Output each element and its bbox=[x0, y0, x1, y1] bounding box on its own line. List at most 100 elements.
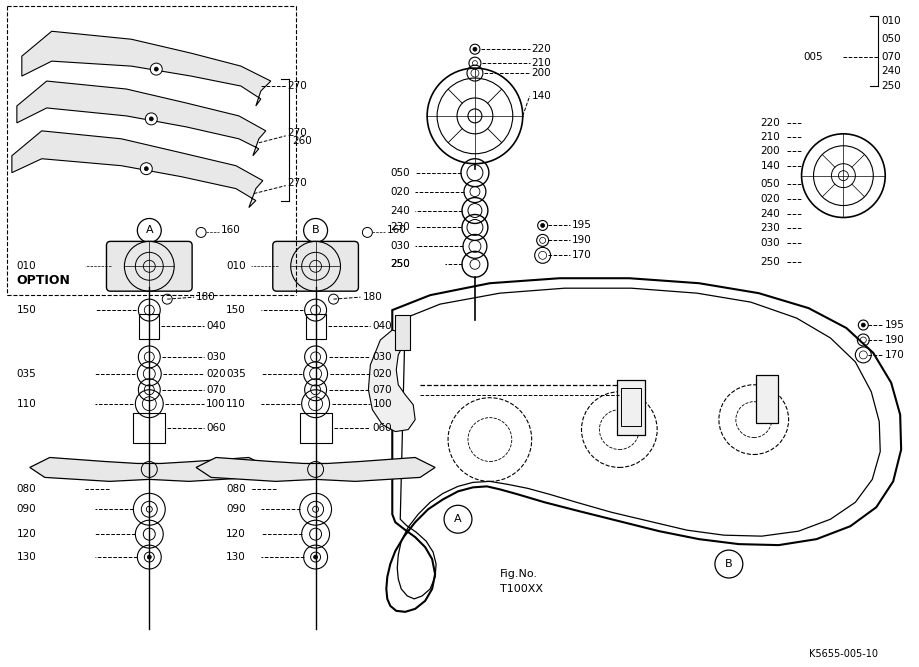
Text: A: A bbox=[454, 514, 462, 524]
Text: 170: 170 bbox=[885, 350, 905, 360]
Text: 120: 120 bbox=[17, 529, 37, 539]
Text: 020: 020 bbox=[372, 369, 392, 379]
Text: 210: 210 bbox=[532, 58, 551, 68]
Text: 110: 110 bbox=[17, 399, 37, 409]
Text: 070: 070 bbox=[372, 385, 392, 395]
Circle shape bbox=[145, 113, 157, 125]
Text: 030: 030 bbox=[206, 352, 226, 362]
Polygon shape bbox=[17, 81, 266, 155]
Text: 005: 005 bbox=[804, 52, 823, 62]
Circle shape bbox=[154, 67, 158, 71]
Text: 050: 050 bbox=[391, 167, 410, 177]
Circle shape bbox=[149, 117, 153, 121]
Bar bbox=[300, 413, 332, 442]
Text: 220: 220 bbox=[532, 44, 551, 54]
Circle shape bbox=[473, 47, 477, 51]
Text: 020: 020 bbox=[206, 369, 226, 379]
Text: 035: 035 bbox=[226, 369, 245, 379]
Text: 230: 230 bbox=[391, 222, 410, 232]
Text: 020: 020 bbox=[761, 193, 780, 203]
Text: 070: 070 bbox=[206, 385, 226, 395]
Text: 040: 040 bbox=[206, 321, 226, 331]
Text: 035: 035 bbox=[17, 369, 37, 379]
Text: 270: 270 bbox=[288, 177, 308, 187]
Text: 150: 150 bbox=[226, 305, 245, 315]
Circle shape bbox=[144, 167, 148, 171]
Bar bbox=[621, 388, 641, 426]
Text: 270: 270 bbox=[288, 128, 308, 138]
Bar bbox=[755, 375, 777, 423]
Circle shape bbox=[540, 223, 545, 227]
Text: 250: 250 bbox=[391, 259, 410, 269]
Text: 140: 140 bbox=[761, 161, 780, 171]
Text: 040: 040 bbox=[372, 321, 392, 331]
Text: 260: 260 bbox=[292, 136, 312, 146]
Text: OPTION: OPTION bbox=[17, 273, 71, 287]
Text: 130: 130 bbox=[17, 552, 37, 562]
Text: 150: 150 bbox=[17, 305, 37, 315]
Polygon shape bbox=[196, 458, 435, 482]
Text: 240: 240 bbox=[761, 209, 780, 219]
Text: 210: 210 bbox=[761, 132, 780, 142]
Text: 250: 250 bbox=[881, 81, 901, 91]
Text: 160: 160 bbox=[387, 225, 407, 235]
Text: 080: 080 bbox=[226, 484, 245, 494]
Bar bbox=[306, 314, 325, 339]
Text: 110: 110 bbox=[226, 399, 245, 409]
Text: 190: 190 bbox=[572, 235, 591, 245]
Circle shape bbox=[141, 163, 153, 175]
Text: Fig.No.: Fig.No. bbox=[500, 569, 538, 579]
Bar bbox=[618, 380, 645, 435]
FancyBboxPatch shape bbox=[273, 241, 358, 291]
Text: 050: 050 bbox=[881, 34, 901, 44]
Polygon shape bbox=[369, 330, 415, 432]
Text: 030: 030 bbox=[372, 352, 392, 362]
Text: 090: 090 bbox=[226, 504, 245, 514]
Text: 130: 130 bbox=[226, 552, 245, 562]
Text: 180: 180 bbox=[362, 292, 382, 302]
Text: 250: 250 bbox=[761, 257, 780, 267]
Text: 010: 010 bbox=[17, 261, 37, 271]
Text: 020: 020 bbox=[391, 187, 410, 197]
Text: 170: 170 bbox=[572, 250, 591, 260]
Text: 010: 010 bbox=[881, 16, 901, 26]
Text: 090: 090 bbox=[17, 504, 37, 514]
Text: 220: 220 bbox=[761, 118, 780, 128]
Text: 160: 160 bbox=[221, 225, 241, 235]
Text: T100XX: T100XX bbox=[500, 584, 543, 594]
Text: 195: 195 bbox=[885, 320, 905, 330]
Text: 120: 120 bbox=[226, 529, 245, 539]
FancyBboxPatch shape bbox=[107, 241, 192, 291]
Text: 200: 200 bbox=[761, 146, 780, 156]
Text: 180: 180 bbox=[196, 292, 216, 302]
Text: 050: 050 bbox=[761, 179, 780, 189]
Text: 080: 080 bbox=[17, 484, 37, 494]
Circle shape bbox=[147, 555, 152, 559]
Text: 190: 190 bbox=[885, 335, 905, 345]
Text: A: A bbox=[145, 225, 153, 235]
Text: 100: 100 bbox=[206, 399, 226, 409]
Text: 010: 010 bbox=[226, 261, 245, 271]
Bar bbox=[140, 314, 159, 339]
Circle shape bbox=[151, 63, 163, 75]
Text: B: B bbox=[312, 225, 320, 235]
Text: 060: 060 bbox=[372, 423, 392, 433]
Text: 030: 030 bbox=[391, 241, 410, 251]
Text: 240: 240 bbox=[881, 66, 901, 76]
Text: 070: 070 bbox=[881, 52, 901, 62]
Text: 140: 140 bbox=[532, 91, 551, 101]
Text: 100: 100 bbox=[372, 399, 392, 409]
Text: 060: 060 bbox=[206, 423, 226, 433]
Text: 240: 240 bbox=[391, 205, 410, 215]
Bar bbox=[133, 413, 165, 442]
Text: 030: 030 bbox=[761, 238, 780, 248]
Circle shape bbox=[861, 323, 866, 327]
Polygon shape bbox=[22, 31, 271, 106]
Text: 200: 200 bbox=[532, 68, 551, 78]
Text: 270: 270 bbox=[288, 81, 308, 91]
Text: 250: 250 bbox=[391, 259, 410, 269]
Text: K5655-005-10: K5655-005-10 bbox=[810, 649, 879, 658]
Polygon shape bbox=[29, 458, 268, 482]
Text: 195: 195 bbox=[572, 221, 592, 231]
Circle shape bbox=[313, 555, 318, 559]
